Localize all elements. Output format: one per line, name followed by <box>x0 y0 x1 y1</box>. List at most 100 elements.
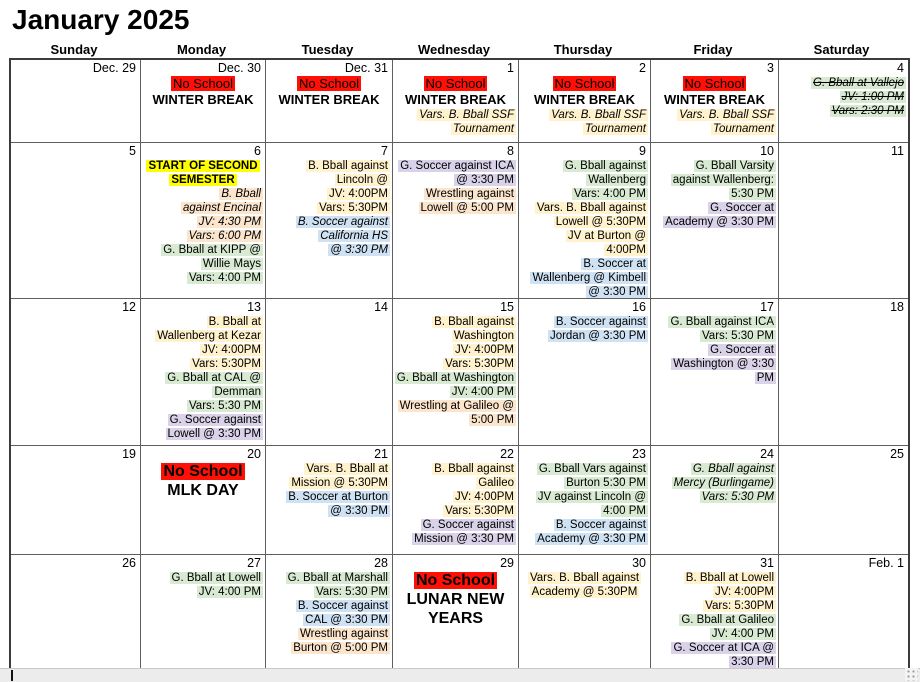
calendar-event: MLK DAY <box>167 482 239 499</box>
date-label: 25 <box>890 447 904 461</box>
calendar-cell[interactable]: 23 G. Bball Vars against Burton 5:30 PM J… <box>519 446 651 555</box>
calendar-event: B. Soccer at Burton @ 3:30 PM <box>286 491 390 517</box>
calendar-cell[interactable]: 12 <box>11 299 141 446</box>
calendar-event: Vars. B. Bball SSF Tournament <box>549 109 648 135</box>
calendar-cell[interactable]: 24 G. Bball against Mercy (Burlingame) Va… <box>651 446 779 555</box>
calendar-event: G. Bball at CAL @ Demman Vars: 5:30 PM <box>165 372 263 412</box>
calendar-cell[interactable]: Dec. 31 No School WINTER BREAK <box>266 60 393 143</box>
calendar-cell[interactable]: 9 G. Bball against Wallenberg Vars: 4:00 … <box>519 143 651 299</box>
calendar-cell[interactable]: 14 <box>266 299 393 446</box>
calendar-event: B. Bball against Galileo JV: 4:00PM Vars… <box>432 463 516 517</box>
calendar-cell[interactable]: 10 G. Bball Varsity against Wallenberg: 5… <box>651 143 779 299</box>
date-label: 13 <box>247 300 261 314</box>
calendar-cell[interactable]: 29 No School LUNAR NEW YEARS <box>393 555 519 670</box>
calendar-cell[interactable]: 21 Vars. B. Bball at Mission @ 5:30PM B. S… <box>266 446 393 555</box>
date-label: 15 <box>500 300 514 314</box>
calendar-cell[interactable]: 26 <box>11 555 141 670</box>
calendar-cell[interactable]: 17 G. Bball against ICA Vars: 5:30 PM G. S… <box>651 299 779 446</box>
day-header-monday: Monday <box>176 42 227 57</box>
calendar-event: G. Bball Vars against Burton 5:30 PM JV … <box>535 463 648 517</box>
calendar-cell[interactable]: 19 <box>11 446 141 555</box>
calendar-event: Vars. B. Bball against Academy @ 5:30PM <box>527 572 642 598</box>
calendar-event: G. Soccer at Washington @ 3:30 PM <box>671 344 776 384</box>
calendar-event: G. Bball at KIPP @ Willie Mays Vars: 4:0… <box>161 244 263 284</box>
date-label: Dec. 29 <box>92 61 136 75</box>
calendar-cell[interactable]: 13 B. Bball at Wallenberg at Kezar JV: 4:… <box>141 299 266 446</box>
calendar-cell[interactable]: 4 G. Bball at Vallejo JV: 1:00 PM Vars: 2… <box>779 60 908 143</box>
date-label: 10 <box>760 144 774 158</box>
calendar-grid: Dec. 29 Dec. 30 No School WINTER BREAK Dec. … <box>9 58 910 672</box>
date-label: 5 <box>129 144 136 158</box>
date-label: 4 <box>897 61 904 75</box>
calendar-cell[interactable]: 22 B. Bball against Galileo JV: 4:00PM Va… <box>393 446 519 555</box>
date-label: 29 <box>500 556 514 570</box>
date-label: Dec. 31 <box>344 61 388 75</box>
page-title: January 2025 <box>12 4 190 35</box>
day-header-thursday: Thursday <box>553 42 613 57</box>
calendar-event: B. Soccer against California HS @ 3:30 P… <box>295 216 390 256</box>
calendar-event: Vars. B. Bball SSF Tournament <box>417 109 516 135</box>
calendar-event: G. Bball against Mercy (Burlingame) Vars… <box>671 463 776 503</box>
calendar-cell[interactable]: 20 No School MLK DAY <box>141 446 266 555</box>
calendar-event: Wrestling against Burton @ 5:00 PM <box>291 628 390 654</box>
calendar-cell[interactable]: 18 <box>779 299 908 446</box>
calendar-cell[interactable]: 25 <box>779 446 908 555</box>
calendar-cell[interactable]: 1 No School WINTER BREAK Vars. B. Bball SSF… <box>393 60 519 143</box>
calendar-event: Vars. B. Bball at Mission @ 5:30PM <box>289 463 390 489</box>
calendar-cell[interactable]: 16 B. Soccer against Jordan @ 3:30 PM <box>519 299 651 446</box>
calendar-cell[interactable]: 5 <box>11 143 141 299</box>
calendar-event: WINTER BREAK <box>404 92 507 107</box>
date-label: 20 <box>247 447 261 461</box>
calendar-event: LUNAR NEW YEARS <box>406 591 505 627</box>
calendar-event: G. Bball Varsity against Wallenberg: 5:3… <box>670 160 776 200</box>
calendar-event: G. Soccer at ICA @ 3:30 PM <box>671 642 776 668</box>
calendar-event: Vars. B. Bball against Lowell @ 5:30PM J… <box>534 202 648 256</box>
date-label: 8 <box>507 144 514 158</box>
calendar-cell[interactable]: Dec. 29 <box>11 60 141 143</box>
date-label: Feb. 1 <box>868 556 904 570</box>
resize-grip-icon[interactable] <box>905 668 918 681</box>
date-label: 21 <box>374 447 388 461</box>
calendar-event: B. Bball at Lowell JV: 4:00PM Vars: 5:30… <box>683 572 776 612</box>
calendar-event: No School <box>297 76 361 91</box>
day-header-saturday: Saturday <box>813 42 870 57</box>
calendar-event: B. Soccer against Jordan @ 3:30 PM <box>547 316 648 342</box>
calendar-event: G. Soccer against ICA @ 3:30 PM <box>398 160 516 186</box>
date-label: 18 <box>890 300 904 314</box>
calendar-event: Wrestling at Galileo @ 5:00 PM <box>397 400 516 426</box>
calendar-cell[interactable]: 7 B. Bball against Lincoln @ JV: 4:00PM V… <box>266 143 393 299</box>
date-label: 1 <box>507 61 514 75</box>
calendar-event: Wrestling against Lowell @ 5:00 PM <box>418 188 516 214</box>
calendar-event: B. Soccer at Wallenberg @ Kimbell @ 3:30… <box>530 258 648 298</box>
calendar-event: WINTER BREAK <box>663 92 766 107</box>
calendar-event: G. Bball at Marshall Vars: 5:30 PM <box>285 572 390 598</box>
calendar-cell[interactable]: 6 START OF SECOND SEMESTER B. Bball agains… <box>141 143 266 299</box>
calendar-cell[interactable]: 28 G. Bball at Marshall Vars: 5:30 PM B. S… <box>266 555 393 670</box>
calendar-event: No School <box>171 76 235 91</box>
day-header-sunday: Sunday <box>50 42 98 57</box>
calendar-cell[interactable]: Feb. 1 <box>779 555 908 670</box>
date-label: 22 <box>500 447 514 461</box>
calendar-event: B. Soccer against CAL @ 3:30 PM <box>295 600 390 626</box>
date-label: 27 <box>247 556 261 570</box>
calendar-event: WINTER BREAK <box>533 92 636 107</box>
date-label: 26 <box>122 556 136 570</box>
calendar-cell[interactable]: 11 <box>779 143 908 299</box>
date-label: 14 <box>374 300 388 314</box>
calendar-event: B. Bball against Encinal JV: 4:30 PM Var… <box>181 188 263 242</box>
calendar-event: No School <box>423 76 488 91</box>
calendar-cell[interactable]: 2 No School WINTER BREAK Vars. B. Bball SSF… <box>519 60 651 143</box>
date-label: 24 <box>760 447 774 461</box>
date-label: 7 <box>381 144 388 158</box>
calendar-cell[interactable]: 15 B. Bball against Washington JV: 4:00PM… <box>393 299 519 446</box>
date-label: 19 <box>122 447 136 461</box>
calendar-cell[interactable]: Dec. 30 No School WINTER BREAK <box>141 60 266 143</box>
calendar-cell[interactable]: 30 Vars. B. Bball against Academy @ 5:30P… <box>519 555 651 670</box>
calendar-cell[interactable]: 27 G. Bball at Lowell JV: 4:00 PM <box>141 555 266 670</box>
calendar-cell[interactable]: 3 No School WINTER BREAK Vars. B. Bball SSF… <box>651 60 779 143</box>
calendar-event: No School <box>552 76 617 91</box>
calendar-cell[interactable]: 8 G. Soccer against ICA @ 3:30 PM Wrestlin… <box>393 143 519 299</box>
calendar-cell[interactable]: 31 B. Bball at Lowell JV: 4:00PM Vars: 5:… <box>651 555 779 670</box>
calendar-event: G. Bball against Wallenberg Vars: 4:00 P… <box>562 160 648 200</box>
text-cursor <box>11 670 13 681</box>
